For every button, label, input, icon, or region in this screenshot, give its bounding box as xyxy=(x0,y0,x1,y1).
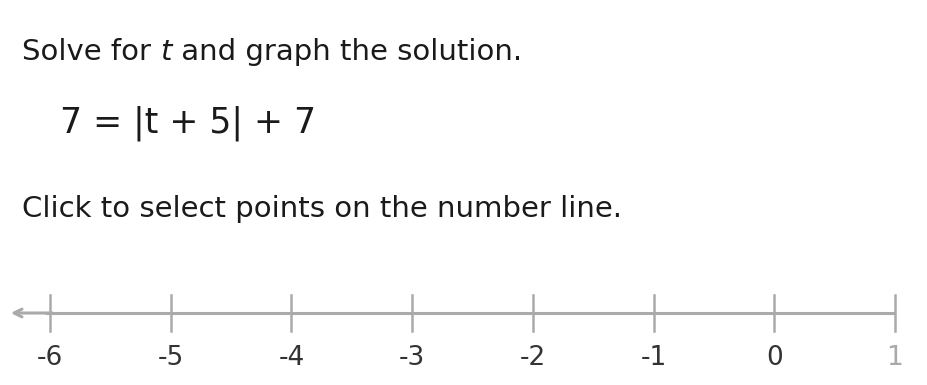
Text: -6: -6 xyxy=(37,345,63,371)
Text: -5: -5 xyxy=(158,345,184,371)
Text: -3: -3 xyxy=(399,345,425,371)
Text: 7 = |t + 5| + 7: 7 = |t + 5| + 7 xyxy=(60,105,316,141)
Text: 0: 0 xyxy=(766,345,782,371)
Text: -4: -4 xyxy=(278,345,305,371)
Text: Click to select points on the number line.: Click to select points on the number lin… xyxy=(22,195,622,223)
Text: Solve for: Solve for xyxy=(22,38,160,66)
Text: -1: -1 xyxy=(641,345,667,371)
Text: and graph the solution.: and graph the solution. xyxy=(171,38,522,66)
Text: -2: -2 xyxy=(520,345,546,371)
Text: t: t xyxy=(160,38,171,66)
Text: 1: 1 xyxy=(886,345,904,371)
